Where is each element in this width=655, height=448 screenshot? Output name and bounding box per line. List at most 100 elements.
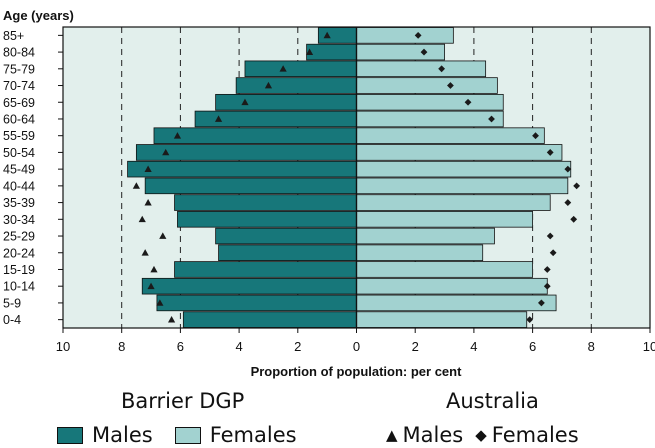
x-axis-title: Proportion of population: per cent bbox=[251, 364, 463, 379]
australia-male-marker-10-14 bbox=[147, 282, 155, 290]
female-bar-10-14 bbox=[356, 277, 548, 295]
australia-male-marker-85+ bbox=[323, 31, 331, 39]
x-tick-label: 4 bbox=[235, 339, 242, 354]
y-tick-label: 0-4 bbox=[3, 313, 21, 327]
y-tick-label: 30-34 bbox=[3, 213, 35, 227]
male-bar-15-19 bbox=[174, 261, 357, 278]
bars-layer bbox=[127, 27, 572, 328]
markers-layer bbox=[132, 31, 581, 324]
australia-female-marker-35-39 bbox=[564, 199, 572, 206]
triangle-marker-icon: ▲ bbox=[386, 426, 398, 444]
female-bar-80-84 bbox=[356, 43, 445, 61]
female-bar-65-69 bbox=[356, 93, 504, 111]
legend-swatch-males bbox=[57, 426, 83, 444]
legend-australia: ▲ Males ◆ Females bbox=[386, 423, 579, 447]
australia-female-marker-20-24 bbox=[549, 249, 557, 257]
australia-male-marker-75-79 bbox=[279, 65, 287, 72]
y-tick-label: 50-54 bbox=[3, 146, 35, 160]
y-axis-title: Age (years) bbox=[3, 8, 74, 23]
australia-male-marker-15-19 bbox=[150, 265, 158, 273]
legend-heading-australia: Australia bbox=[446, 389, 539, 413]
male-bar-40-44 bbox=[144, 177, 357, 195]
legend-label-females: Females bbox=[209, 423, 297, 447]
male-bar-70-74 bbox=[235, 77, 357, 94]
male-bar-65-69 bbox=[215, 93, 357, 111]
australia-male-marker-45-49 bbox=[144, 165, 152, 173]
male-bar-85+ bbox=[317, 27, 357, 44]
australia-female-marker-70-74 bbox=[447, 82, 454, 89]
female-bar-0-4 bbox=[356, 311, 528, 328]
x-tick-label: 8 bbox=[588, 339, 595, 354]
x-tick-label: 6 bbox=[529, 339, 536, 354]
female-bar-45-49 bbox=[356, 160, 572, 178]
australia-male-marker-20-24 bbox=[141, 249, 149, 256]
australia-male-marker-65-69 bbox=[241, 98, 249, 106]
female-bar-55-59 bbox=[356, 127, 545, 144]
female-bar-35-39 bbox=[356, 194, 551, 211]
australia-female-marker-50-54 bbox=[546, 149, 554, 156]
australia-female-marker-15-19 bbox=[543, 266, 551, 273]
x-tick-label: 10 bbox=[643, 339, 655, 354]
australia-male-marker-25-29 bbox=[159, 232, 167, 239]
female-bar-40-44 bbox=[356, 177, 569, 195]
y-tick-label: 70-74 bbox=[3, 79, 35, 93]
legend-label-australia-females: Females bbox=[491, 423, 579, 447]
australia-female-marker-30-34 bbox=[570, 215, 578, 223]
female-bar-50-54 bbox=[356, 144, 563, 161]
labels-layer: 0-4 5-9 10-14 15-19 20-24 25-29 30-34 35-39 40-4… bbox=[3, 29, 655, 354]
male-bar-75-79 bbox=[244, 60, 357, 78]
female-bar-25-29 bbox=[356, 227, 495, 245]
female-bar-15-19 bbox=[356, 261, 534, 278]
australia-male-marker-60-64 bbox=[214, 115, 223, 122]
y-tick-label: 25-29 bbox=[3, 230, 35, 244]
y-tick-label: 55-59 bbox=[3, 129, 35, 143]
australia-female-marker-85+ bbox=[414, 31, 422, 39]
x-tick-label: 2 bbox=[412, 339, 419, 354]
x-tick-label: 10 bbox=[56, 339, 70, 354]
australia-female-marker-75-79 bbox=[438, 65, 446, 73]
y-tick-label: 15-19 bbox=[3, 263, 35, 277]
y-tick-label: 45-49 bbox=[3, 163, 35, 177]
axes-layer bbox=[58, 26, 651, 333]
female-bar-5-9 bbox=[356, 294, 557, 312]
x-tick-label: 2 bbox=[294, 339, 301, 354]
female-bar-30-34 bbox=[356, 211, 534, 228]
male-bar-45-49 bbox=[127, 160, 357, 178]
australia-female-marker-55-59 bbox=[532, 132, 539, 140]
diamond-marker-icon: ◆ bbox=[475, 426, 487, 444]
legend-label-males: Males bbox=[92, 423, 153, 447]
male-bar-25-29 bbox=[215, 227, 357, 245]
y-tick-label: 75-79 bbox=[3, 62, 35, 76]
australia-female-marker-80-84 bbox=[420, 48, 428, 56]
x-tick-label: 8 bbox=[118, 339, 125, 354]
australia-male-marker-80-84 bbox=[305, 48, 314, 55]
y-tick-label: 40-44 bbox=[3, 179, 35, 193]
x-tick-label: 6 bbox=[177, 339, 184, 354]
x-tick-label: 4 bbox=[470, 339, 477, 354]
y-tick-label: 10-14 bbox=[3, 280, 35, 294]
female-bar-60-64 bbox=[356, 110, 504, 128]
y-tick-label: 20-24 bbox=[3, 246, 35, 260]
legend-barrier-dgp: Males Females bbox=[57, 423, 297, 447]
australia-male-marker-50-54 bbox=[162, 148, 170, 156]
australia-female-marker-0-4 bbox=[526, 316, 534, 324]
male-bar-30-34 bbox=[177, 211, 357, 228]
male-bar-10-14 bbox=[141, 277, 357, 295]
y-tick-label: 5-9 bbox=[3, 296, 21, 310]
australia-male-marker-70-74 bbox=[264, 81, 273, 89]
male-bar-35-39 bbox=[174, 194, 357, 211]
female-bar-75-79 bbox=[356, 60, 487, 78]
female-bar-70-74 bbox=[356, 77, 498, 94]
y-tick-label: 60-64 bbox=[3, 112, 35, 126]
male-bar-5-9 bbox=[156, 294, 357, 312]
australia-female-marker-5-9 bbox=[538, 299, 545, 307]
y-tick-label: 65-69 bbox=[3, 96, 35, 110]
y-tick-label: 85+ bbox=[3, 29, 24, 43]
australia-male-marker-5-9 bbox=[156, 299, 164, 306]
australia-female-marker-40-44 bbox=[573, 182, 581, 190]
female-bar-20-24 bbox=[356, 244, 484, 262]
male-bar-50-54 bbox=[135, 144, 357, 161]
legend-swatch-females bbox=[174, 426, 201, 444]
australia-male-marker-55-59 bbox=[173, 132, 182, 139]
